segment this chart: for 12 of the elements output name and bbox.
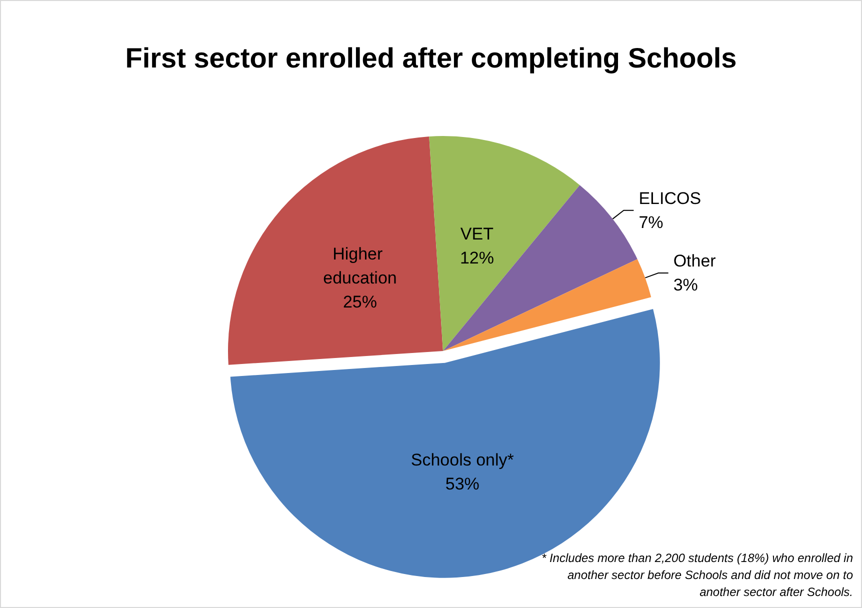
data-label: 25%	[342, 292, 377, 312]
slice-label: Other	[673, 252, 716, 271]
slice-label: Higher education	[323, 244, 397, 288]
data-label: 3%	[673, 276, 698, 295]
data-label: 7%	[638, 212, 664, 232]
text: * Includes more than 2,200 students (18%) who enrolled in another sector before Schools and did not move on to another sector after Schools.	[540, 550, 853, 601]
slice-label: Schools only*	[410, 450, 514, 470]
chart-title: First sector enrolled after completing Schools	[125, 42, 737, 74]
slice-label: VET	[460, 224, 494, 244]
slice-label: ELICOS	[638, 188, 702, 208]
data-label: 12%	[460, 248, 494, 268]
data-label: 53%	[445, 474, 480, 494]
